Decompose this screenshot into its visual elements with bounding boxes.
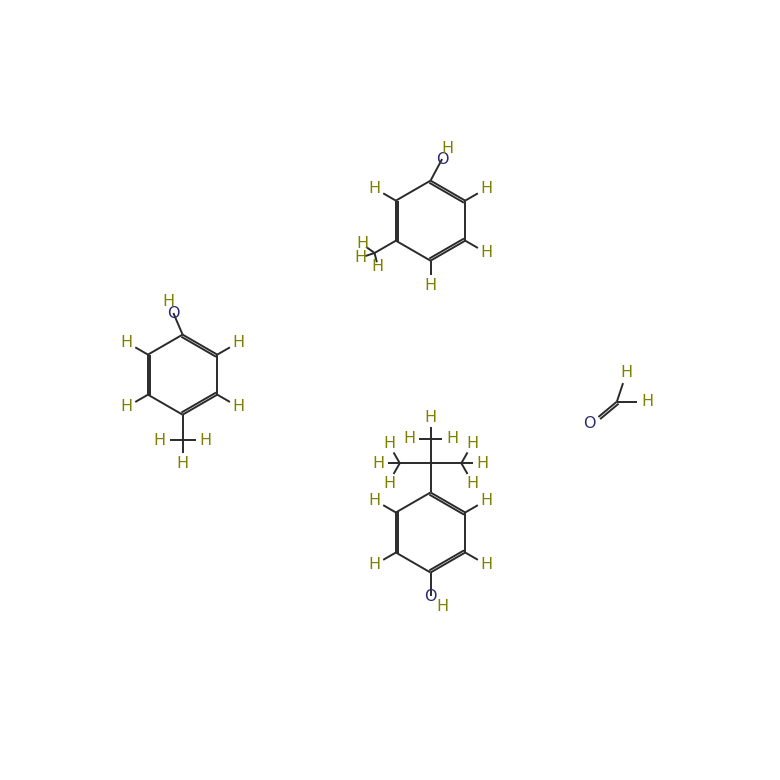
Text: O: O bbox=[583, 416, 595, 431]
Text: H: H bbox=[371, 259, 384, 275]
Text: H: H bbox=[437, 599, 449, 614]
Text: H: H bbox=[620, 365, 633, 380]
Text: O: O bbox=[167, 306, 179, 321]
Text: H: H bbox=[424, 278, 437, 292]
Text: H: H bbox=[368, 558, 381, 573]
Text: H: H bbox=[424, 410, 437, 424]
Text: H: H bbox=[162, 294, 175, 309]
Text: H: H bbox=[466, 476, 478, 491]
Text: H: H bbox=[232, 399, 245, 414]
Text: H: H bbox=[403, 431, 415, 446]
Text: H: H bbox=[368, 181, 381, 196]
Text: H: H bbox=[642, 394, 654, 409]
Text: H: H bbox=[480, 181, 493, 196]
Text: H: H bbox=[121, 399, 133, 414]
Text: H: H bbox=[355, 250, 367, 265]
Text: H: H bbox=[480, 246, 493, 261]
Text: H: H bbox=[480, 558, 493, 573]
Text: H: H bbox=[368, 493, 381, 508]
Text: H: H bbox=[356, 236, 368, 251]
Text: H: H bbox=[200, 433, 212, 448]
Text: H: H bbox=[446, 431, 458, 446]
Text: O: O bbox=[436, 151, 448, 167]
Text: H: H bbox=[480, 493, 493, 508]
Text: H: H bbox=[477, 456, 489, 470]
Text: H: H bbox=[383, 436, 395, 451]
Text: H: H bbox=[466, 436, 478, 451]
Text: H: H bbox=[154, 433, 165, 448]
Text: H: H bbox=[121, 335, 133, 349]
Text: H: H bbox=[441, 140, 454, 156]
Text: H: H bbox=[232, 335, 245, 349]
Text: O: O bbox=[424, 589, 437, 604]
Text: H: H bbox=[176, 456, 189, 470]
Text: H: H bbox=[383, 476, 395, 491]
Text: H: H bbox=[372, 456, 385, 470]
